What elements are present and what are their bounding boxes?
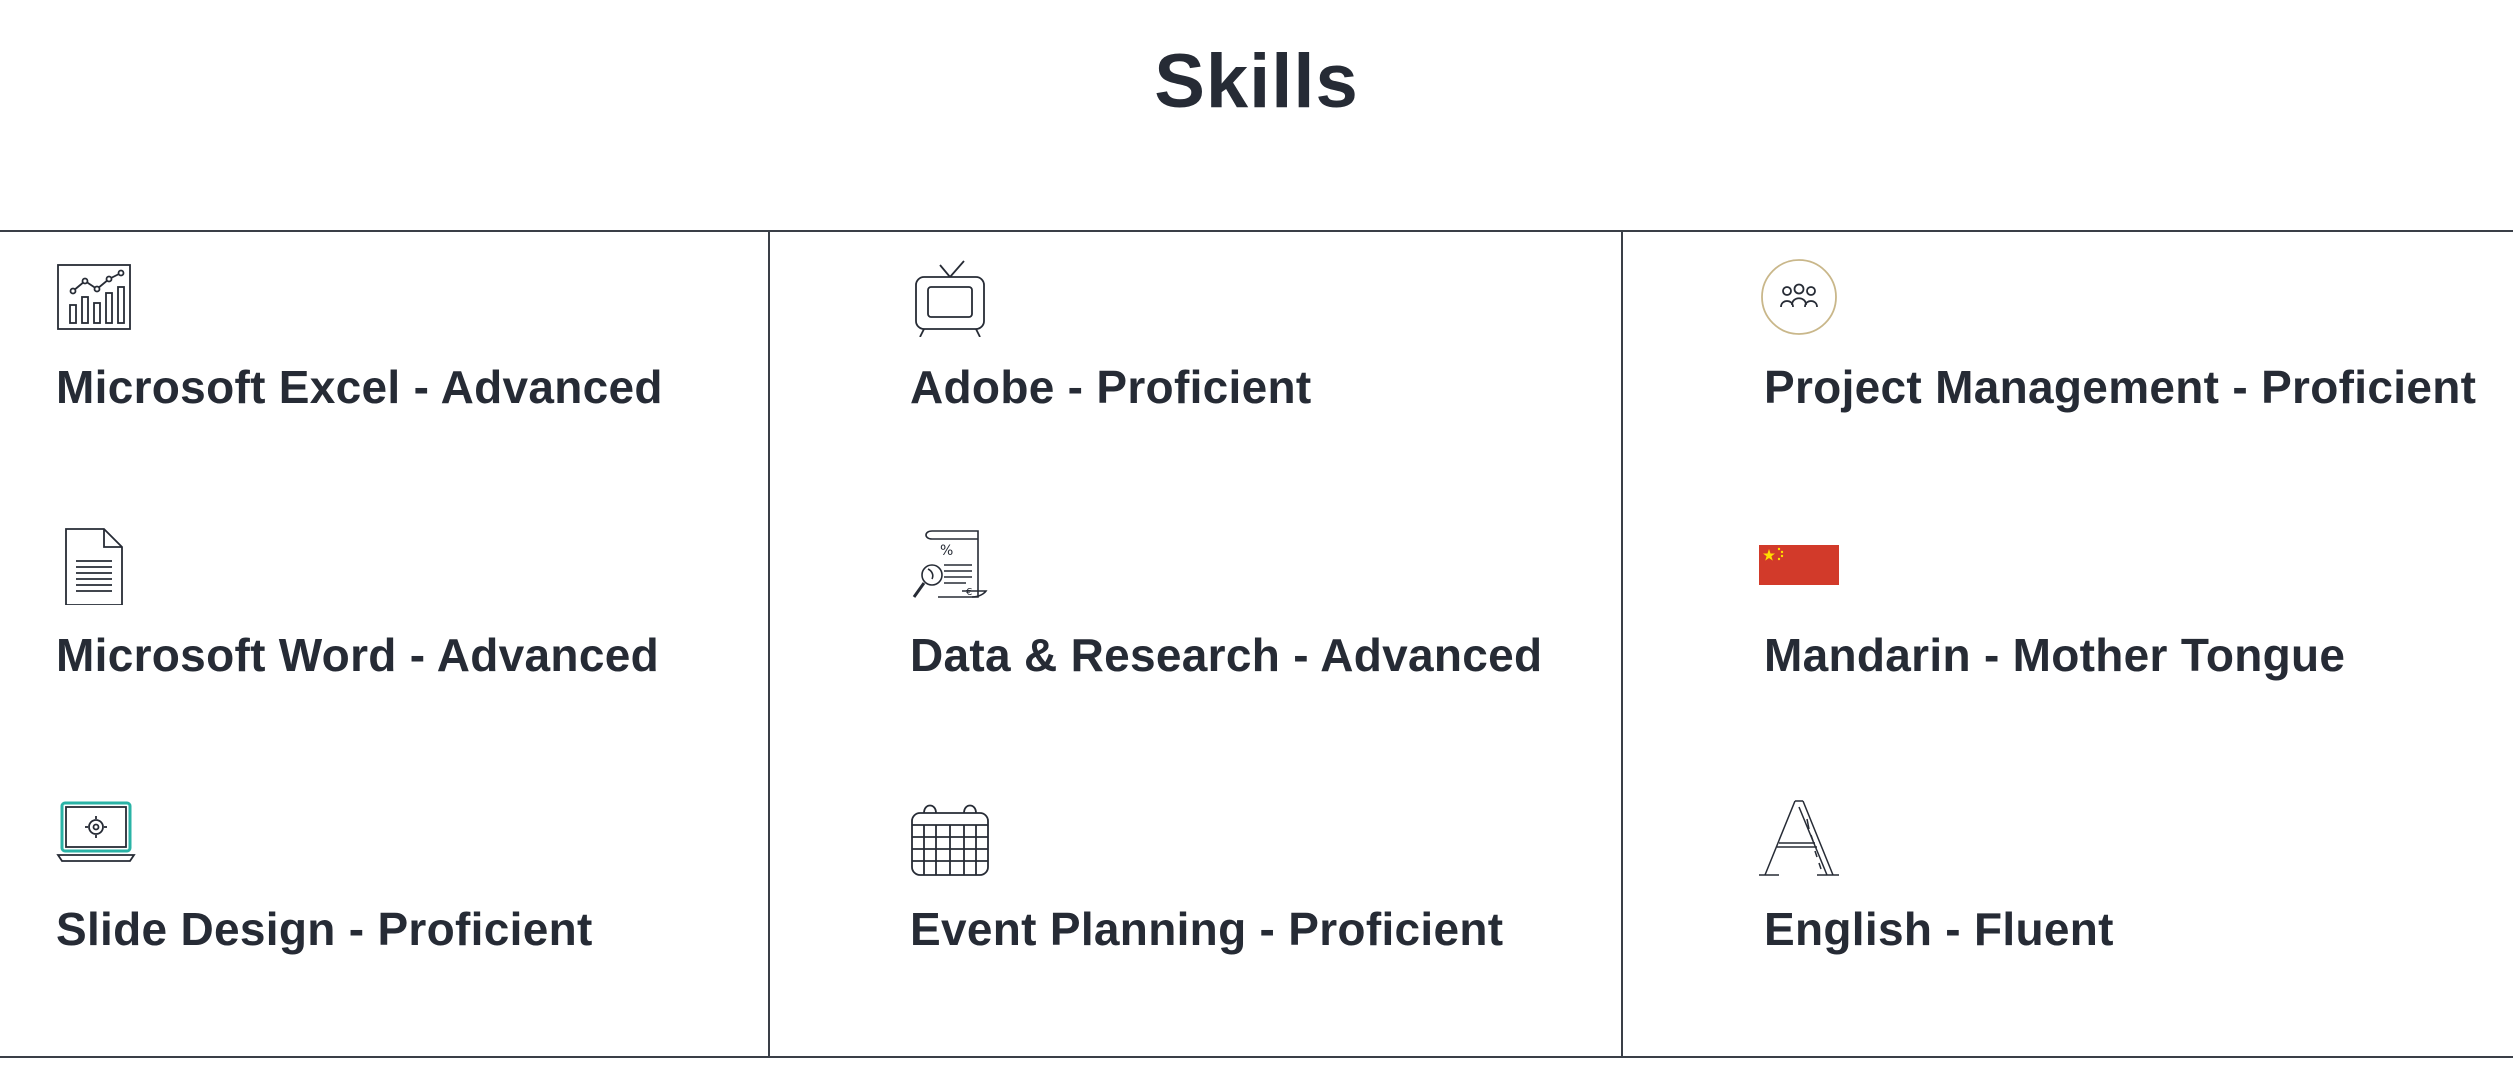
skill-label: Event Planning - Proficient xyxy=(910,903,1504,955)
skill-label: Slide Design - Proficient xyxy=(56,903,593,955)
skill-label: Data & Research - Advanced xyxy=(910,629,1543,681)
laptop-settings-icon xyxy=(56,799,136,879)
page-title: Skills xyxy=(1154,39,1359,124)
china-flag-icon xyxy=(1759,525,1839,605)
bar-chart-icon xyxy=(56,257,136,337)
skill-item-slide-design: Slide Design - Proficient xyxy=(0,774,768,1034)
document-icon xyxy=(56,525,136,605)
skill-item-adobe: Adobe - Proficient xyxy=(770,232,1621,492)
skill-item-event-planning: Event Planning - Proficient xyxy=(770,774,1621,1034)
research-icon: % € xyxy=(910,525,990,605)
letter-a-icon xyxy=(1759,799,1839,879)
svg-text:%: % xyxy=(940,543,953,559)
skill-item-mandarin: Mandarin - Mother Tongue xyxy=(1623,500,2513,760)
svg-text:€: € xyxy=(966,587,972,598)
skills-column-2: Adobe - Proficient % € xyxy=(770,232,1623,1058)
skill-item-word: Microsoft Word - Advanced xyxy=(0,500,768,760)
skill-label: Adobe - Proficient xyxy=(910,361,1312,413)
skill-label: English - Fluent xyxy=(1764,903,2114,955)
skills-column-1: Microsoft Excel - Advanced Microsoft Wor… xyxy=(0,232,770,1058)
skill-item-project-management: Project Management - Proficient xyxy=(1623,232,2513,492)
skills-column-3: Project Management - Proficient Mandarin… xyxy=(1623,232,2513,1058)
team-icon xyxy=(1759,257,1839,337)
skill-item-english: English - Fluent xyxy=(1623,774,2513,1034)
skill-item-data-research: % € Data & Research - Advanced xyxy=(770,500,1621,760)
skill-label: Microsoft Word - Advanced xyxy=(56,629,659,681)
calendar-icon xyxy=(910,799,990,879)
skill-item-excel: Microsoft Excel - Advanced xyxy=(0,232,768,492)
skill-label: Microsoft Excel - Advanced xyxy=(56,361,663,413)
tv-icon xyxy=(910,257,990,337)
skills-grid: Microsoft Excel - Advanced Microsoft Wor… xyxy=(0,230,2513,1058)
skill-label: Project Management - Proficient xyxy=(1764,361,2477,413)
skill-label: Mandarin - Mother Tongue xyxy=(1764,629,2346,681)
